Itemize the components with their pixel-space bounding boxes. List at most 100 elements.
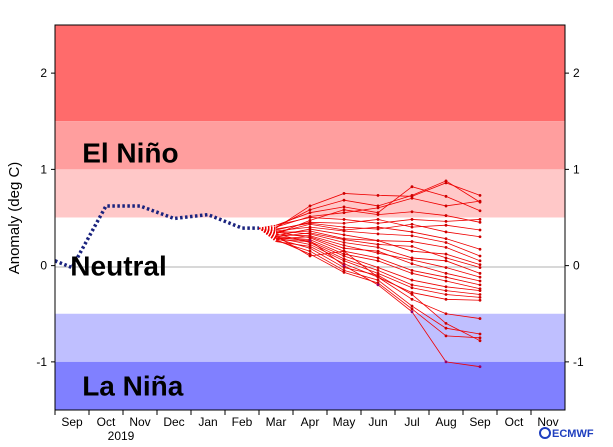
forecast-point	[410, 278, 414, 282]
forecast-point	[342, 254, 346, 258]
y-axis-label: Anomaly (deg C)	[6, 162, 23, 275]
forecast-point	[444, 312, 448, 316]
observed-series	[54, 204, 259, 270]
forecast-point	[478, 266, 482, 269]
forecast-point	[478, 220, 482, 224]
forecast-point	[444, 297, 448, 301]
forecast-point	[308, 246, 312, 250]
y-tick-label-left: 1	[40, 162, 47, 176]
forecast-point	[444, 252, 448, 256]
forecast-point	[478, 247, 482, 251]
forecast-point	[478, 271, 482, 275]
y-tick-label-right: 0	[573, 259, 580, 273]
forecast-point	[478, 259, 482, 263]
x-tick-label: Apr	[301, 415, 320, 429]
forecast-point	[376, 218, 380, 221]
x-tick-label: Nov	[537, 415, 558, 429]
forecast-point	[376, 269, 380, 272]
forecast-point	[444, 334, 448, 338]
y-tick-label-right: 2	[573, 66, 580, 80]
x-tick-label: Jun	[368, 415, 387, 429]
forecast-point	[342, 192, 346, 195]
forecast-point	[444, 179, 448, 183]
x-tick-label: Jan	[198, 415, 217, 429]
forecast-point	[410, 185, 414, 189]
forecast-point	[444, 237, 448, 241]
forecast-point	[308, 254, 312, 258]
x-tick-label: Nov	[129, 415, 150, 429]
forecast-point	[410, 240, 414, 243]
forecast-point	[376, 227, 380, 231]
forecast-point	[478, 317, 482, 320]
band-labels: El Niño Neutral La Niña	[70, 138, 183, 402]
forecast-point	[308, 229, 312, 233]
forecast-point	[410, 234, 414, 238]
forecast-point	[410, 293, 414, 296]
forecast-point	[342, 244, 346, 247]
forecast-point	[376, 259, 380, 263]
forecast-point	[376, 278, 380, 282]
forecast-point	[308, 218, 312, 222]
forecast-point	[478, 365, 482, 369]
x-tick-label: Oct	[505, 415, 524, 429]
forecast-point	[444, 245, 448, 249]
ecmwf-logo-text: ECMWF	[552, 428, 594, 440]
forecast-point	[444, 275, 448, 279]
forecast-point	[410, 258, 414, 262]
x-tick-label: Mar	[266, 415, 287, 429]
forecast-member	[258, 227, 482, 320]
forecast-point	[444, 194, 448, 198]
forecast-point	[478, 289, 482, 293]
forecast-point	[376, 266, 380, 269]
forecast-point	[342, 229, 346, 233]
forecast-member	[258, 227, 482, 267]
forecast-member	[259, 181, 482, 229]
forecast-point	[478, 295, 482, 299]
forecast-point	[444, 241, 448, 244]
forecast-point	[342, 264, 346, 268]
forecast-point	[376, 239, 380, 243]
forecast-point	[308, 216, 312, 219]
forecast-point	[478, 263, 482, 267]
forecast-point	[376, 281, 380, 285]
forecast-point	[478, 235, 482, 239]
forecast-point	[342, 270, 346, 274]
forecast-member	[258, 227, 482, 275]
forecast-point	[410, 230, 414, 234]
forecast-point	[444, 230, 448, 234]
forecast-point	[308, 227, 312, 231]
forecast-point	[410, 310, 414, 314]
forecast-member	[258, 208, 482, 235]
x-tick-label: Jul	[404, 415, 419, 429]
forecast-point	[478, 228, 482, 232]
forecast-point	[444, 219, 448, 223]
forecast-point	[410, 269, 414, 272]
y-tick-label-right: 1	[573, 162, 580, 176]
phase-band	[55, 25, 565, 122]
forecast-point	[410, 283, 414, 287]
forecast-point	[376, 204, 380, 208]
band-label: Neutral	[70, 250, 166, 281]
x-tick-label: Sep	[469, 415, 491, 429]
forecast-point	[444, 266, 448, 269]
forecast-point	[410, 196, 414, 200]
forecast-point	[308, 241, 312, 244]
ecmwf-logo: ECMWF	[539, 427, 594, 440]
forecast-point	[342, 218, 346, 221]
forecast-member	[258, 227, 482, 296]
forecast-point	[410, 271, 414, 275]
forecast-point	[478, 193, 482, 197]
forecast-point	[308, 232, 312, 236]
forecast-point	[444, 271, 448, 275]
forecast-point	[308, 211, 312, 215]
forecast-point	[478, 254, 482, 258]
forecast-point	[478, 275, 482, 279]
y-tick-label-left: 2	[40, 66, 47, 80]
y-tick-label-right: -1	[573, 355, 584, 369]
forecast-point	[376, 225, 380, 229]
y-tick-label-left: 0	[40, 259, 47, 273]
forecast-point	[342, 269, 346, 272]
band-label: El Niño	[82, 138, 178, 169]
forecast-point	[308, 243, 312, 246]
forecast-point	[376, 273, 380, 277]
